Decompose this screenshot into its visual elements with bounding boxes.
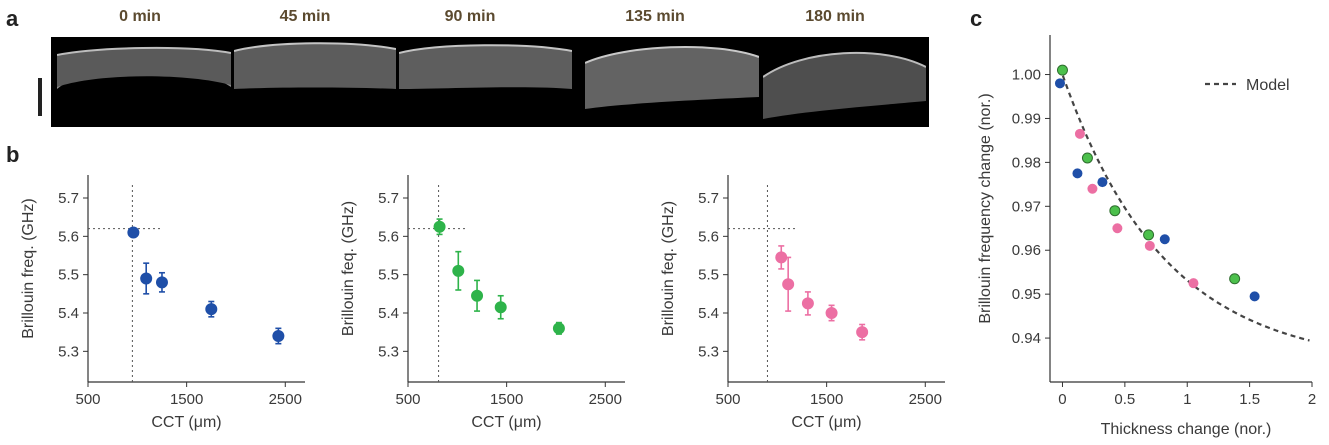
- x-tick-label: 2500: [909, 391, 942, 408]
- data-point: [1074, 128, 1085, 139]
- data-point: [1081, 152, 1093, 164]
- panel-label-b: b: [6, 142, 20, 167]
- oct-frame-180min: [763, 37, 926, 127]
- y-tick-label: 5.4: [378, 305, 399, 322]
- panel-label-a: a: [6, 6, 19, 31]
- x-tick-label: 2500: [269, 391, 302, 408]
- data-point: [127, 226, 140, 239]
- time-label-4: 180 min: [805, 8, 865, 25]
- data-point: [1229, 273, 1241, 285]
- y-axis-label: Brillouin feq. (GHz): [660, 201, 677, 336]
- time-label-0: 0 min: [119, 8, 161, 25]
- data-point: [494, 301, 507, 314]
- data-point: [1159, 234, 1170, 245]
- scale-bar: [38, 78, 42, 116]
- data-point: [825, 307, 838, 319]
- y-tick-label: 5.3: [58, 343, 79, 360]
- x-axis-label: Thickness change (nor.): [1101, 421, 1272, 438]
- x-tick-label: 2500: [589, 391, 622, 408]
- y-axis-label: Brillouin freq. (GHz): [20, 198, 37, 338]
- oct-frame-45min: [234, 37, 396, 127]
- oct-frame-90min: [399, 37, 572, 127]
- y-tick-label: 5.7: [698, 190, 719, 207]
- data-point: [1143, 229, 1155, 241]
- data-point: [471, 289, 484, 302]
- brillouin-vs-cct-plot-pink: 5.3 5.4 5.5 5.6 5.7 500 1500 2500 CCT (μm) Brillo…: [660, 175, 945, 431]
- data-point: [1112, 223, 1123, 234]
- data-point: [1144, 240, 1155, 251]
- x-axis-label: CCT (μm): [471, 414, 541, 431]
- oct-frame-0min: [57, 37, 231, 127]
- panel-label-c: c: [970, 6, 983, 31]
- time-label-2: 90 min: [444, 8, 496, 25]
- y-tick-label: 5.7: [378, 190, 399, 207]
- data-point: [433, 220, 446, 233]
- y-tick-label: 0.96: [1012, 242, 1041, 259]
- y-tick-label: 5.4: [58, 305, 79, 322]
- y-tick-label: 1.00: [1012, 67, 1041, 84]
- legend-label-model: Model: [1246, 77, 1290, 94]
- data-point: [856, 326, 869, 339]
- y-tick-label: 5.5: [58, 267, 79, 284]
- oct-frame-135min: [585, 37, 759, 127]
- data-point: [775, 251, 788, 264]
- data-point: [1054, 78, 1065, 89]
- data-point: [782, 278, 795, 291]
- data-point: [1056, 64, 1068, 76]
- y-tick-label: 5.4: [698, 305, 719, 322]
- y-tick-label: 5.6: [378, 228, 399, 245]
- time-label-3: 135 min: [625, 8, 685, 25]
- y-tick-label: 5.5: [378, 267, 399, 284]
- x-tick-label: 2: [1308, 391, 1316, 408]
- frequency-vs-thickness-plot: 0.94 0.95 0.96 0.97 0.98 0.99 1.00 0 0.5 1 1.5 2 Thi…: [977, 35, 1316, 438]
- y-tick-label: 0.97: [1012, 198, 1041, 215]
- data-point: [1097, 177, 1108, 188]
- y-axis-label: Brillouin frequency change (nor.): [977, 93, 994, 323]
- model-curve: [1058, 66, 1310, 342]
- data-point: [155, 276, 168, 289]
- y-tick-label: 0.95: [1012, 286, 1041, 303]
- x-tick-label: 500: [395, 391, 420, 408]
- data-point: [1188, 278, 1199, 289]
- data-point: [552, 322, 565, 335]
- x-tick-label: 500: [75, 391, 100, 408]
- y-tick-label: 0.99: [1012, 110, 1041, 127]
- data-point: [1072, 168, 1083, 179]
- y-tick-label: 0.98: [1012, 154, 1041, 171]
- y-tick-label: 5.3: [378, 343, 399, 360]
- oct-image-strip: [51, 37, 929, 127]
- x-tick-label: 1500: [810, 391, 843, 408]
- y-tick-label: 5.7: [58, 190, 79, 207]
- y-tick-label: 5.3: [698, 343, 719, 360]
- y-tick-label: 0.94: [1012, 330, 1041, 347]
- x-axis-label: CCT (μm): [791, 414, 861, 431]
- y-tick-label: 5.6: [58, 228, 79, 245]
- data-point: [140, 272, 153, 285]
- y-tick-label: 5.5: [698, 267, 719, 284]
- brillouin-vs-cct-plot-green: 5.3 5.4 5.5 5.6 5.7 500 1500 2500 CCT (μm) Brillo…: [340, 175, 625, 431]
- y-tick-label: 5.6: [698, 228, 719, 245]
- brillouin-vs-cct-plot-blue: 5.3 5.4 5.5 5.6 5.7 500 1500 2500 CCT (μm) Brillo…: [20, 175, 305, 431]
- data-point: [1109, 205, 1121, 217]
- x-tick-label: 0.5: [1114, 391, 1135, 408]
- y-axis-label: Brillouin feq. (GHz): [340, 201, 357, 336]
- x-tick-label: 1: [1183, 391, 1191, 408]
- time-label-1: 45 min: [279, 8, 331, 25]
- data-point: [205, 303, 218, 316]
- x-tick-label: 1.5: [1239, 391, 1260, 408]
- data-point: [801, 297, 814, 310]
- data-point: [1249, 291, 1260, 302]
- x-tick-label: 1500: [490, 391, 523, 408]
- x-tick-label: 1500: [170, 391, 203, 408]
- data-point: [272, 330, 285, 342]
- x-tick-label: 0: [1058, 391, 1066, 408]
- data-point: [452, 264, 465, 277]
- x-tick-label: 500: [715, 391, 740, 408]
- x-axis-label: CCT (μm): [151, 414, 221, 431]
- data-point: [1087, 183, 1098, 194]
